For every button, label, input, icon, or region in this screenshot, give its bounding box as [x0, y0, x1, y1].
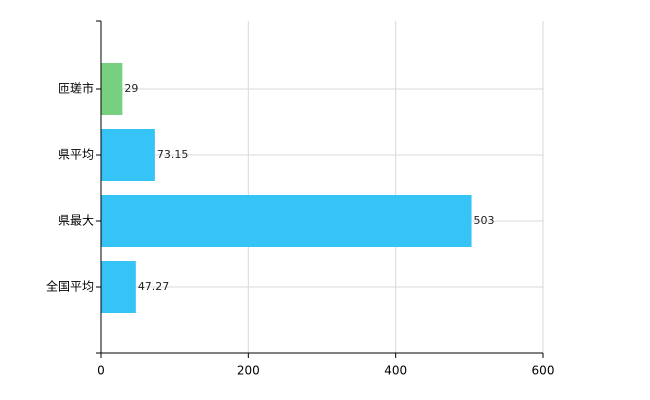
x-tick-label: 0: [97, 364, 105, 378]
y-tick-label: 全国平均: [46, 279, 94, 294]
value-label: 29: [124, 82, 138, 95]
bar: [101, 195, 472, 247]
bar: [101, 261, 136, 313]
bar: [101, 129, 155, 181]
x-tick-label: 200: [237, 364, 260, 378]
y-tick-label: 匝瑳市: [58, 81, 94, 96]
value-label: 47.27: [138, 280, 170, 293]
value-label: 503: [474, 214, 495, 227]
y-tick-label: 県最大: [58, 214, 94, 228]
bar: [101, 63, 123, 115]
x-tick-label: 600: [532, 364, 555, 378]
x-tick-label: 400: [384, 364, 407, 378]
y-tick-label: 県平均: [58, 148, 94, 162]
value-label: 73.15: [157, 148, 189, 161]
